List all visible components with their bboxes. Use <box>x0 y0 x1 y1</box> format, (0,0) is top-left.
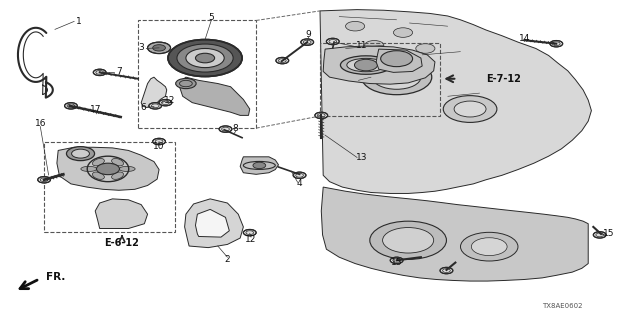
Circle shape <box>219 126 232 132</box>
Circle shape <box>159 100 172 106</box>
Text: E-6-12: E-6-12 <box>104 238 140 248</box>
Text: 12: 12 <box>245 235 257 244</box>
Text: 15: 15 <box>603 229 614 238</box>
Circle shape <box>461 232 518 261</box>
Ellipse shape <box>340 56 392 74</box>
Text: 9: 9 <box>306 30 312 39</box>
Polygon shape <box>184 199 243 248</box>
Circle shape <box>153 45 166 51</box>
Polygon shape <box>141 77 167 108</box>
Circle shape <box>148 42 171 53</box>
Circle shape <box>65 103 77 109</box>
Bar <box>320 43 440 116</box>
Bar <box>44 142 175 232</box>
Circle shape <box>153 138 166 145</box>
Circle shape <box>384 71 410 84</box>
Text: 12: 12 <box>164 96 175 105</box>
Text: 16: 16 <box>35 119 46 129</box>
Text: 4: 4 <box>297 180 302 188</box>
Circle shape <box>195 53 214 63</box>
Circle shape <box>177 44 233 72</box>
Circle shape <box>93 69 106 76</box>
Text: 11: 11 <box>356 41 367 51</box>
Polygon shape <box>179 77 250 116</box>
Circle shape <box>390 257 403 264</box>
Circle shape <box>365 41 384 50</box>
Circle shape <box>326 38 339 45</box>
Text: 14: 14 <box>518 34 530 43</box>
Text: 7: 7 <box>116 67 122 76</box>
Polygon shape <box>376 49 422 72</box>
Polygon shape <box>57 147 159 190</box>
Text: FR.: FR. <box>46 272 65 282</box>
Text: 8: 8 <box>233 124 239 133</box>
Circle shape <box>454 101 486 117</box>
Text: E-7-12: E-7-12 <box>486 74 521 84</box>
Circle shape <box>293 172 306 179</box>
Bar <box>138 20 256 128</box>
Polygon shape <box>95 199 148 228</box>
Ellipse shape <box>111 172 124 179</box>
Polygon shape <box>320 10 591 194</box>
Circle shape <box>593 232 606 238</box>
Circle shape <box>301 39 314 45</box>
Circle shape <box>72 149 90 158</box>
Ellipse shape <box>111 158 124 166</box>
Polygon shape <box>195 209 229 237</box>
Circle shape <box>355 59 378 71</box>
Circle shape <box>416 44 435 53</box>
Ellipse shape <box>81 166 97 172</box>
Polygon shape <box>321 187 588 281</box>
Circle shape <box>186 49 224 68</box>
Circle shape <box>370 221 447 260</box>
Ellipse shape <box>92 172 104 179</box>
Circle shape <box>175 78 196 89</box>
Circle shape <box>440 268 453 274</box>
Circle shape <box>276 57 289 64</box>
Circle shape <box>394 28 413 37</box>
Circle shape <box>550 41 563 47</box>
Text: 6: 6 <box>140 103 146 112</box>
Circle shape <box>243 229 256 236</box>
Circle shape <box>97 163 120 175</box>
Circle shape <box>149 103 162 109</box>
Polygon shape <box>323 46 435 84</box>
Text: 13: 13 <box>356 153 367 162</box>
Text: 1: 1 <box>76 17 81 26</box>
Text: 2: 2 <box>225 255 230 264</box>
Text: 3: 3 <box>138 43 144 52</box>
Text: 17: 17 <box>90 105 101 114</box>
Circle shape <box>372 65 421 89</box>
Ellipse shape <box>119 166 135 172</box>
Circle shape <box>471 238 507 256</box>
Circle shape <box>383 228 434 253</box>
Circle shape <box>444 96 497 123</box>
Circle shape <box>315 112 328 119</box>
Text: 5: 5 <box>209 13 214 22</box>
Circle shape <box>362 60 432 95</box>
Text: 15: 15 <box>391 258 403 267</box>
Circle shape <box>168 40 242 76</box>
Ellipse shape <box>92 158 104 166</box>
Polygon shape <box>240 157 278 174</box>
Text: 10: 10 <box>153 142 164 151</box>
Text: TX8AE0602: TX8AE0602 <box>543 303 583 309</box>
Ellipse shape <box>347 58 385 72</box>
Circle shape <box>381 51 413 67</box>
Circle shape <box>38 177 51 183</box>
Circle shape <box>253 162 266 169</box>
Circle shape <box>67 147 95 161</box>
Circle shape <box>346 21 365 31</box>
